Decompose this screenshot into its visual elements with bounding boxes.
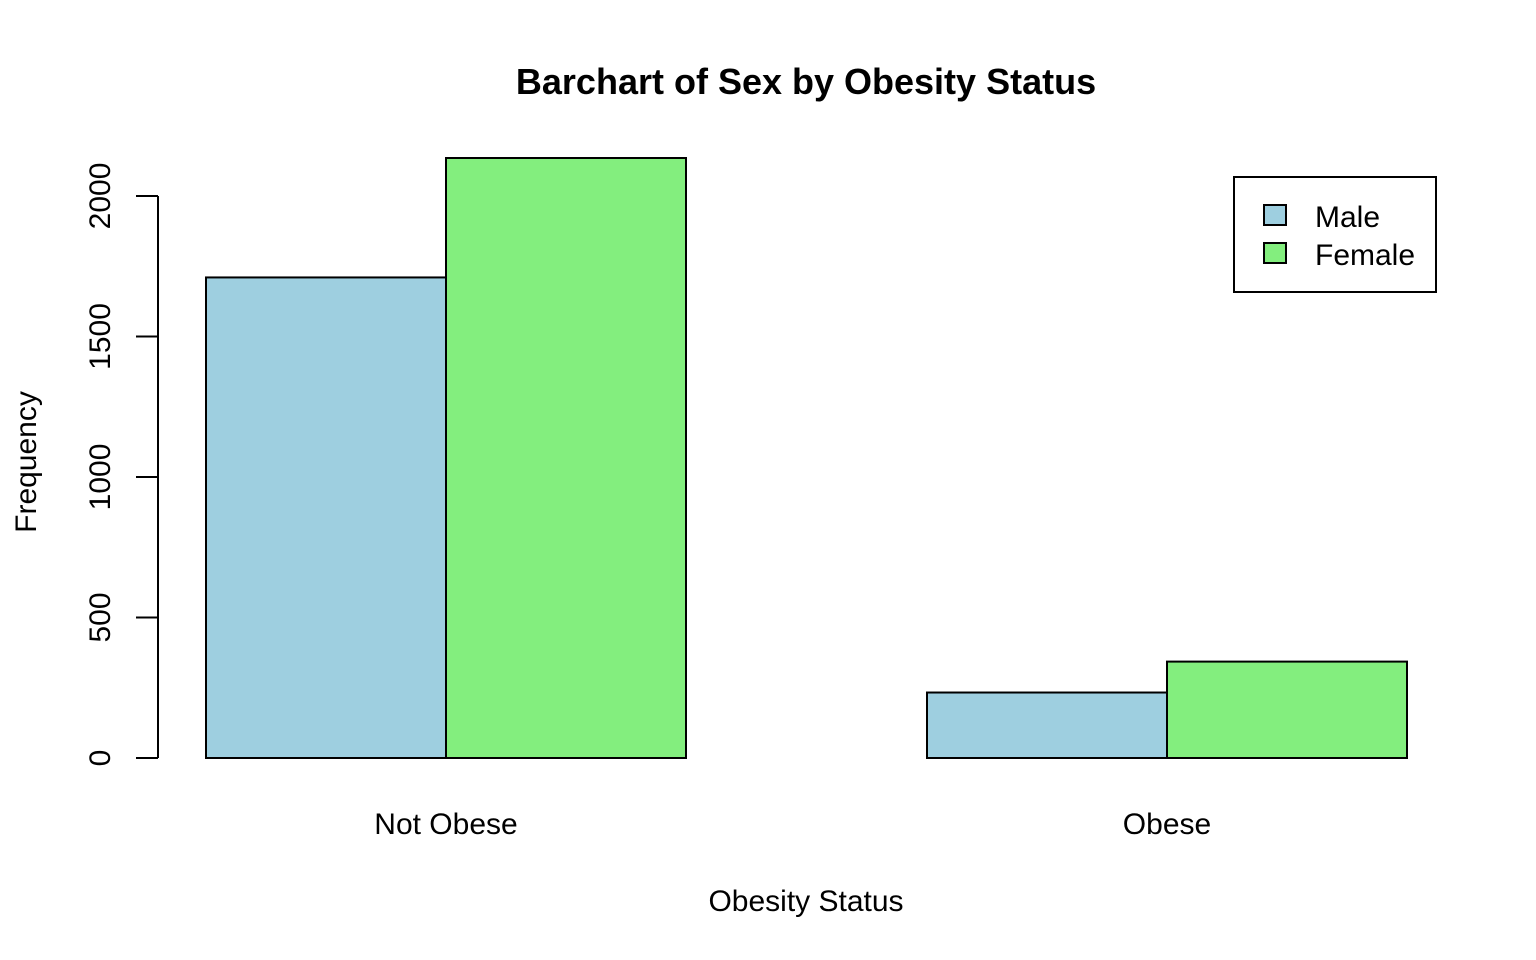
legend-swatch-female — [1263, 242, 1287, 264]
y-tick-label: 0 — [84, 750, 117, 767]
legend-label-male: Male — [1315, 201, 1380, 234]
legend-box — [1233, 176, 1437, 293]
y-tick-label: 2000 — [84, 163, 117, 230]
y-axis-label: Frequency — [10, 391, 43, 533]
bars-group — [205, 157, 1408, 760]
legend-swatch-male — [1263, 204, 1287, 226]
x-axis-label: Obesity Status — [708, 885, 903, 918]
bar-male-obese — [926, 691, 1168, 759]
y-tick-label: 500 — [84, 592, 117, 642]
y-axis: 0 500 1000 1500 2000 — [84, 163, 159, 767]
bar-male-not-obese — [205, 276, 447, 759]
bar-female-not-obese — [445, 157, 687, 759]
y-tick-label: 1500 — [84, 303, 117, 370]
y-tick-label: 1000 — [84, 444, 117, 511]
legend: Male Female — [1233, 176, 1437, 293]
x-tick-label: Not Obese — [374, 808, 517, 841]
x-tick-labels: Not Obese Obese — [374, 808, 1211, 841]
legend-label-female: Female — [1315, 239, 1415, 272]
legend-items: Male Female — [1263, 201, 1415, 272]
x-tick-label: Obese — [1123, 808, 1211, 841]
bar-female-obese — [1166, 660, 1408, 760]
chart-title: Barchart of Sex by Obesity Status — [516, 61, 1096, 102]
